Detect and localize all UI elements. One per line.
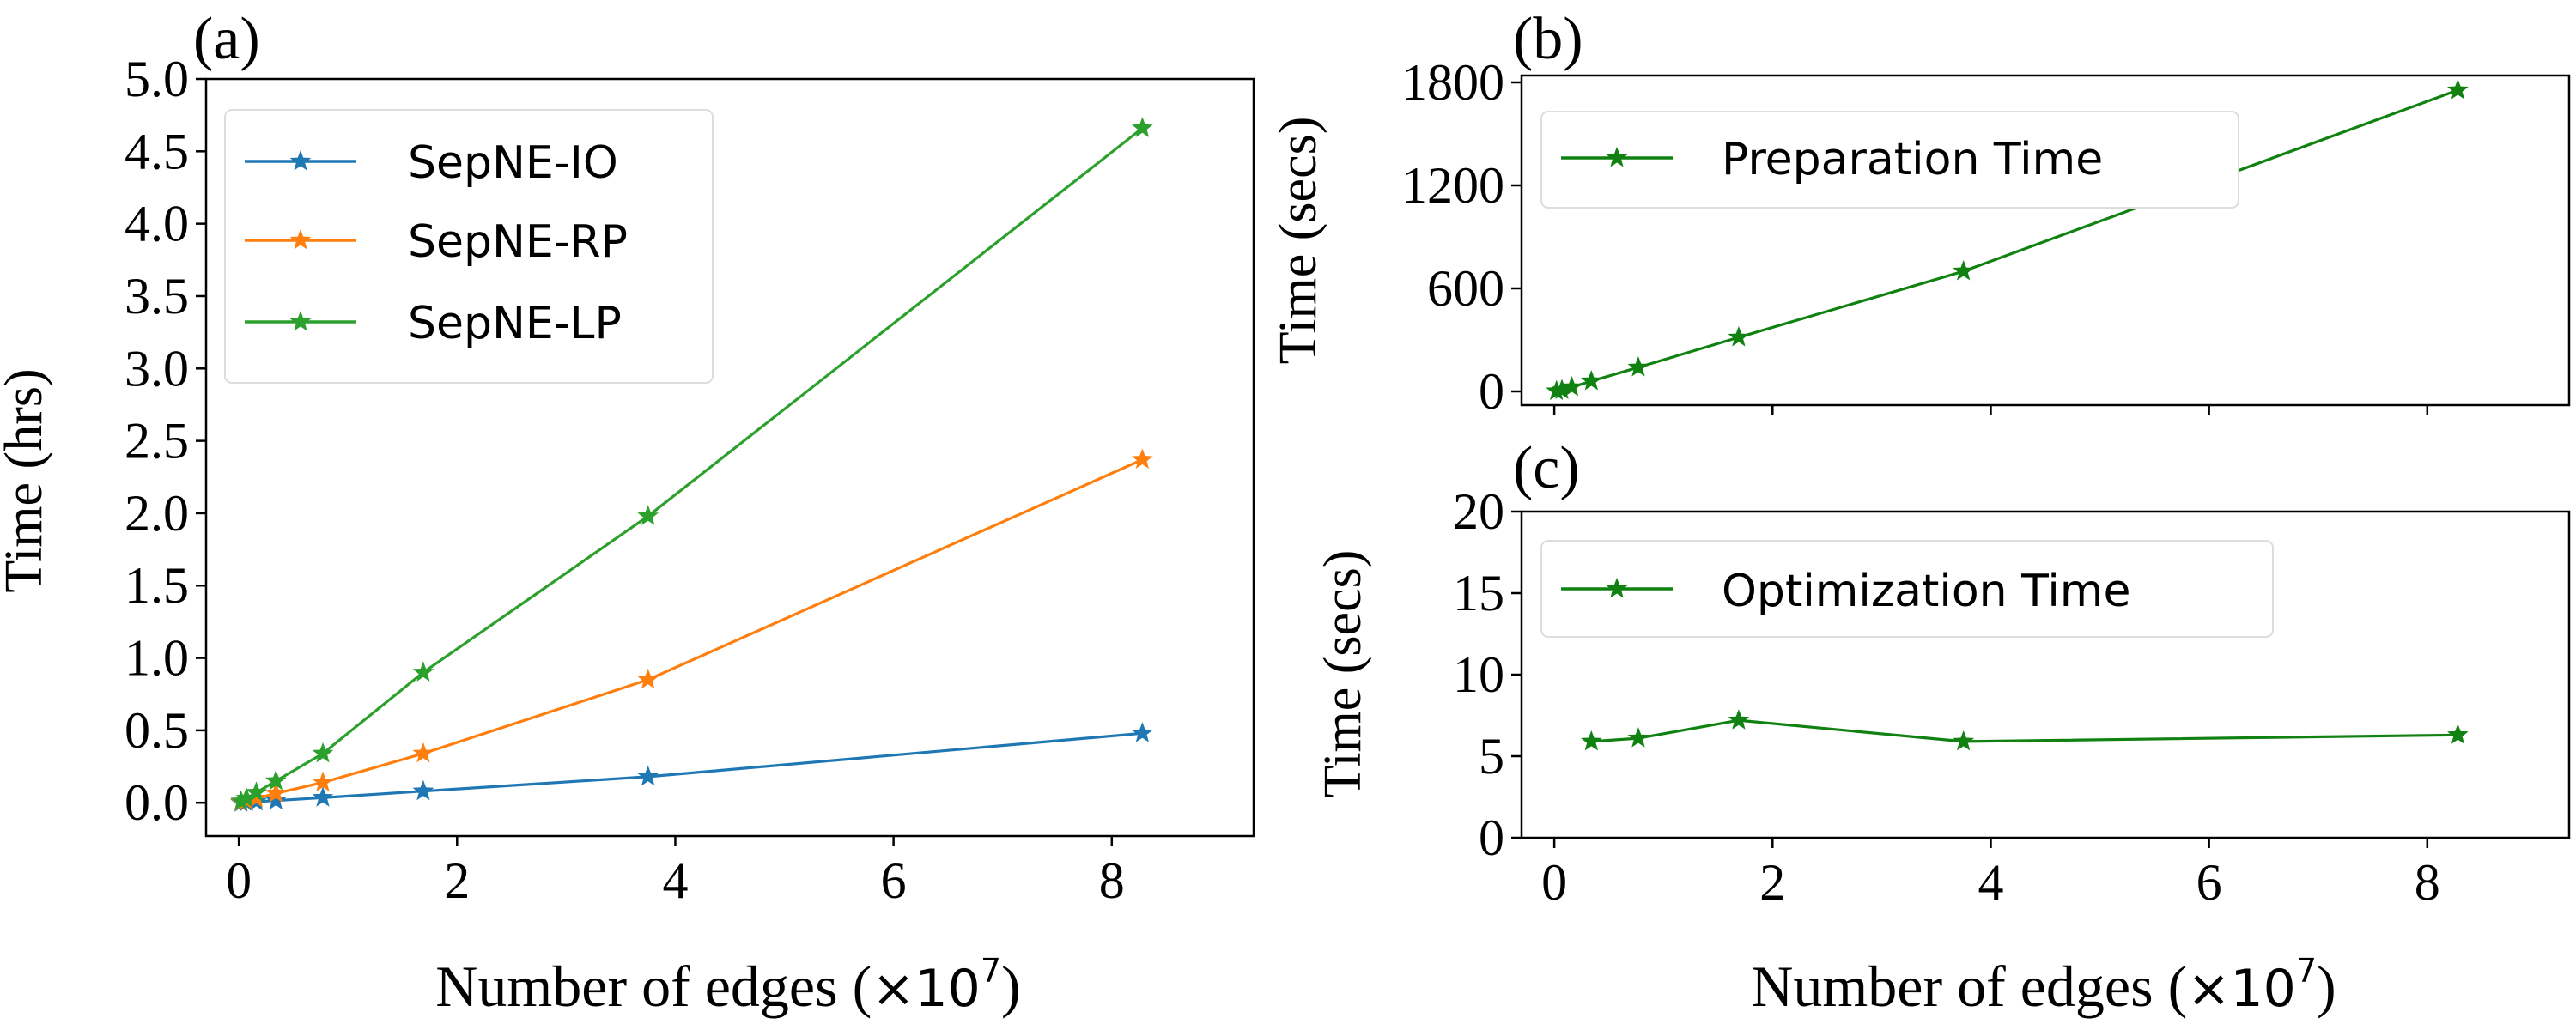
panel-b-ytick-label: 0 bbox=[1479, 363, 1504, 420]
panel-b-frame bbox=[1520, 74, 2571, 407]
series-line-sepne-rp bbox=[240, 458, 1144, 803]
legend-item-sepne-rp: SepNE-RP bbox=[245, 216, 628, 268]
panel-a-ytick-label: 0.0 bbox=[125, 774, 189, 831]
panel-c-ytick-label: 5 bbox=[1479, 728, 1504, 785]
legend-star-preparation-time bbox=[1606, 147, 1628, 167]
data-point-preparation-time bbox=[1627, 356, 1649, 377]
panel-a-xtick-label: 0 bbox=[226, 852, 252, 909]
panel-b-ytick-label: 1800 bbox=[1401, 54, 1504, 111]
data-point-sepne-lp bbox=[230, 790, 252, 810]
data-point-optimization-time bbox=[1627, 727, 1649, 748]
panel-b-legend: Preparation Time bbox=[1540, 111, 2239, 209]
series-line-optimization-time bbox=[1591, 718, 2458, 743]
panel-a-ytick-label: 1.0 bbox=[125, 630, 189, 687]
data-point-sepne-lp bbox=[246, 781, 267, 802]
panel-a-ytick-label: 1.5 bbox=[125, 557, 189, 614]
data-point-sepne-lp bbox=[637, 505, 659, 525]
panel-c-xtick-label: 2 bbox=[1759, 854, 1785, 911]
legend-label-sepne-rp: SepNE-RP bbox=[408, 216, 628, 268]
panel-c-ytick-label: 10 bbox=[1453, 646, 1504, 703]
panel-b: (b) Time (secs) 0 600 1200 1800 Preparation… bbox=[1269, 6, 2571, 420]
panel-a-xtick-label: 8 bbox=[1099, 852, 1125, 909]
panel-a-ytick-label: 3.5 bbox=[125, 268, 189, 324]
legend-item-preparation-time: Preparation Time bbox=[1561, 134, 2103, 185]
legend-item-sepne-io: SepNE-IO bbox=[245, 137, 618, 189]
data-point-sepne-io bbox=[412, 779, 434, 801]
data-point-sepne-rp bbox=[265, 782, 287, 803]
data-point-sepne-lp bbox=[412, 661, 434, 682]
panel-c-ytick-label: 20 bbox=[1453, 483, 1504, 540]
data-point-sepne-rp bbox=[637, 668, 659, 689]
data-point-sepne-io bbox=[265, 789, 287, 810]
panel-a-ytick-label: 0.5 bbox=[125, 702, 189, 759]
panel-b-legend-box bbox=[1540, 111, 2239, 209]
panel-b-ytick-label: 600 bbox=[1427, 260, 1504, 317]
panel-b-ylabel: Time (secs) bbox=[1269, 117, 1327, 365]
legend-label-optimization-time: Optimization Time bbox=[1722, 566, 2130, 617]
data-point-optimization-time bbox=[1953, 730, 1975, 751]
panel-a-frame bbox=[204, 77, 1255, 838]
data-point-optimization-time bbox=[1581, 730, 1602, 751]
panel-a-ylabel: Time (hrs) bbox=[0, 368, 53, 592]
data-point-sepne-lp bbox=[1132, 117, 1153, 137]
data-point-sepne-rp bbox=[1132, 448, 1153, 469]
panel-a-ytick-label: 5.0 bbox=[125, 51, 189, 107]
panel-a-ytick-label: 2.0 bbox=[125, 485, 189, 542]
data-point-preparation-time bbox=[2447, 79, 2469, 100]
legend-star-sepne-lp bbox=[289, 311, 312, 331]
panel-c-frame bbox=[1520, 510, 2571, 839]
legend-star-sepne-rp bbox=[289, 229, 312, 250]
panel-c-legend: Optimization Time bbox=[1540, 540, 2274, 638]
legend-star-optimization-time bbox=[1606, 578, 1628, 598]
panel-c-xtick-label: 4 bbox=[1978, 854, 2003, 911]
data-point-preparation-time bbox=[1561, 376, 1583, 397]
panel-b-ytick-label: 1200 bbox=[1401, 157, 1504, 214]
panel-c: (c) Time (secs) 0 2 4 6 8 0 5 10 15 20 Optimizati… bbox=[1314, 435, 2571, 1019]
data-point-sepne-rp bbox=[312, 771, 334, 792]
panel-c-ylabel: Time (secs) bbox=[1314, 550, 1372, 798]
data-point-preparation-time bbox=[1728, 326, 1750, 347]
data-point-sepne-rp bbox=[412, 742, 434, 763]
panel-c-ytick-label: 15 bbox=[1453, 565, 1504, 621]
legend-item-sepne-lp: SepNE-LP bbox=[245, 298, 622, 349]
panel-a-ytick-label: 4.0 bbox=[125, 196, 189, 252]
legend-label-preparation-time: Preparation Time bbox=[1722, 134, 2103, 185]
data-point-optimization-time bbox=[2447, 724, 2469, 744]
data-point-sepne-rp bbox=[246, 787, 267, 808]
legend-star-sepne-io bbox=[289, 150, 312, 171]
panel-a-legend-box bbox=[224, 109, 714, 384]
panel-c-xlabel: Number of edges (×107) bbox=[1751, 952, 2336, 1019]
panel-a-ytick-label: 4.5 bbox=[125, 123, 189, 179]
panel-a-xtick-label: 4 bbox=[662, 852, 688, 909]
data-point-sepne-io bbox=[312, 786, 334, 807]
data-point-sepne-lp bbox=[312, 742, 334, 763]
panel-c-legend-box bbox=[1540, 540, 2274, 638]
legend-label-sepne-lp: SepNE-LP bbox=[408, 298, 622, 349]
panel-a-legend: SepNE-IO SepNE-RP SepNE-LP bbox=[224, 109, 714, 384]
legend-label-sepne-io: SepNE-IO bbox=[408, 137, 618, 189]
data-point-sepne-io bbox=[637, 765, 659, 786]
panel-a-label: (a) bbox=[193, 6, 260, 72]
panel-a: (a) Time (hrs) 0 2 4 6 8 0.0 0.5 1.0 1.5 2.0 2.5 3.… bbox=[0, 6, 1255, 1019]
data-point-preparation-time bbox=[1953, 260, 1975, 281]
data-point-sepne-io bbox=[1132, 722, 1153, 742]
data-point-preparation-time bbox=[1551, 379, 1573, 399]
panel-c-xtick-label: 8 bbox=[2415, 854, 2440, 911]
legend-item-optimization-time: Optimization Time bbox=[1561, 566, 2130, 617]
data-point-optimization-time bbox=[1728, 709, 1750, 730]
panel-a-xtick-label: 2 bbox=[444, 852, 470, 909]
panel-c-label: (c) bbox=[1513, 435, 1580, 501]
panel-c-xtick-label: 6 bbox=[2196, 854, 2222, 911]
data-point-sepne-lp bbox=[235, 787, 258, 808]
data-point-preparation-time bbox=[1581, 370, 1602, 391]
data-point-sepne-lp bbox=[265, 769, 287, 791]
panel-b-label: (b) bbox=[1513, 6, 1583, 72]
panel-a-xlabel: Number of edges (×107) bbox=[435, 952, 1020, 1019]
panel-a-xtick-label: 6 bbox=[881, 852, 907, 909]
panel-a-ytick-label: 3.0 bbox=[125, 340, 189, 397]
panel-c-ytick-label: 0 bbox=[1479, 809, 1504, 866]
panel-a-ytick-label: 2.5 bbox=[125, 413, 189, 470]
panel-c-xtick-label: 0 bbox=[1541, 854, 1567, 911]
